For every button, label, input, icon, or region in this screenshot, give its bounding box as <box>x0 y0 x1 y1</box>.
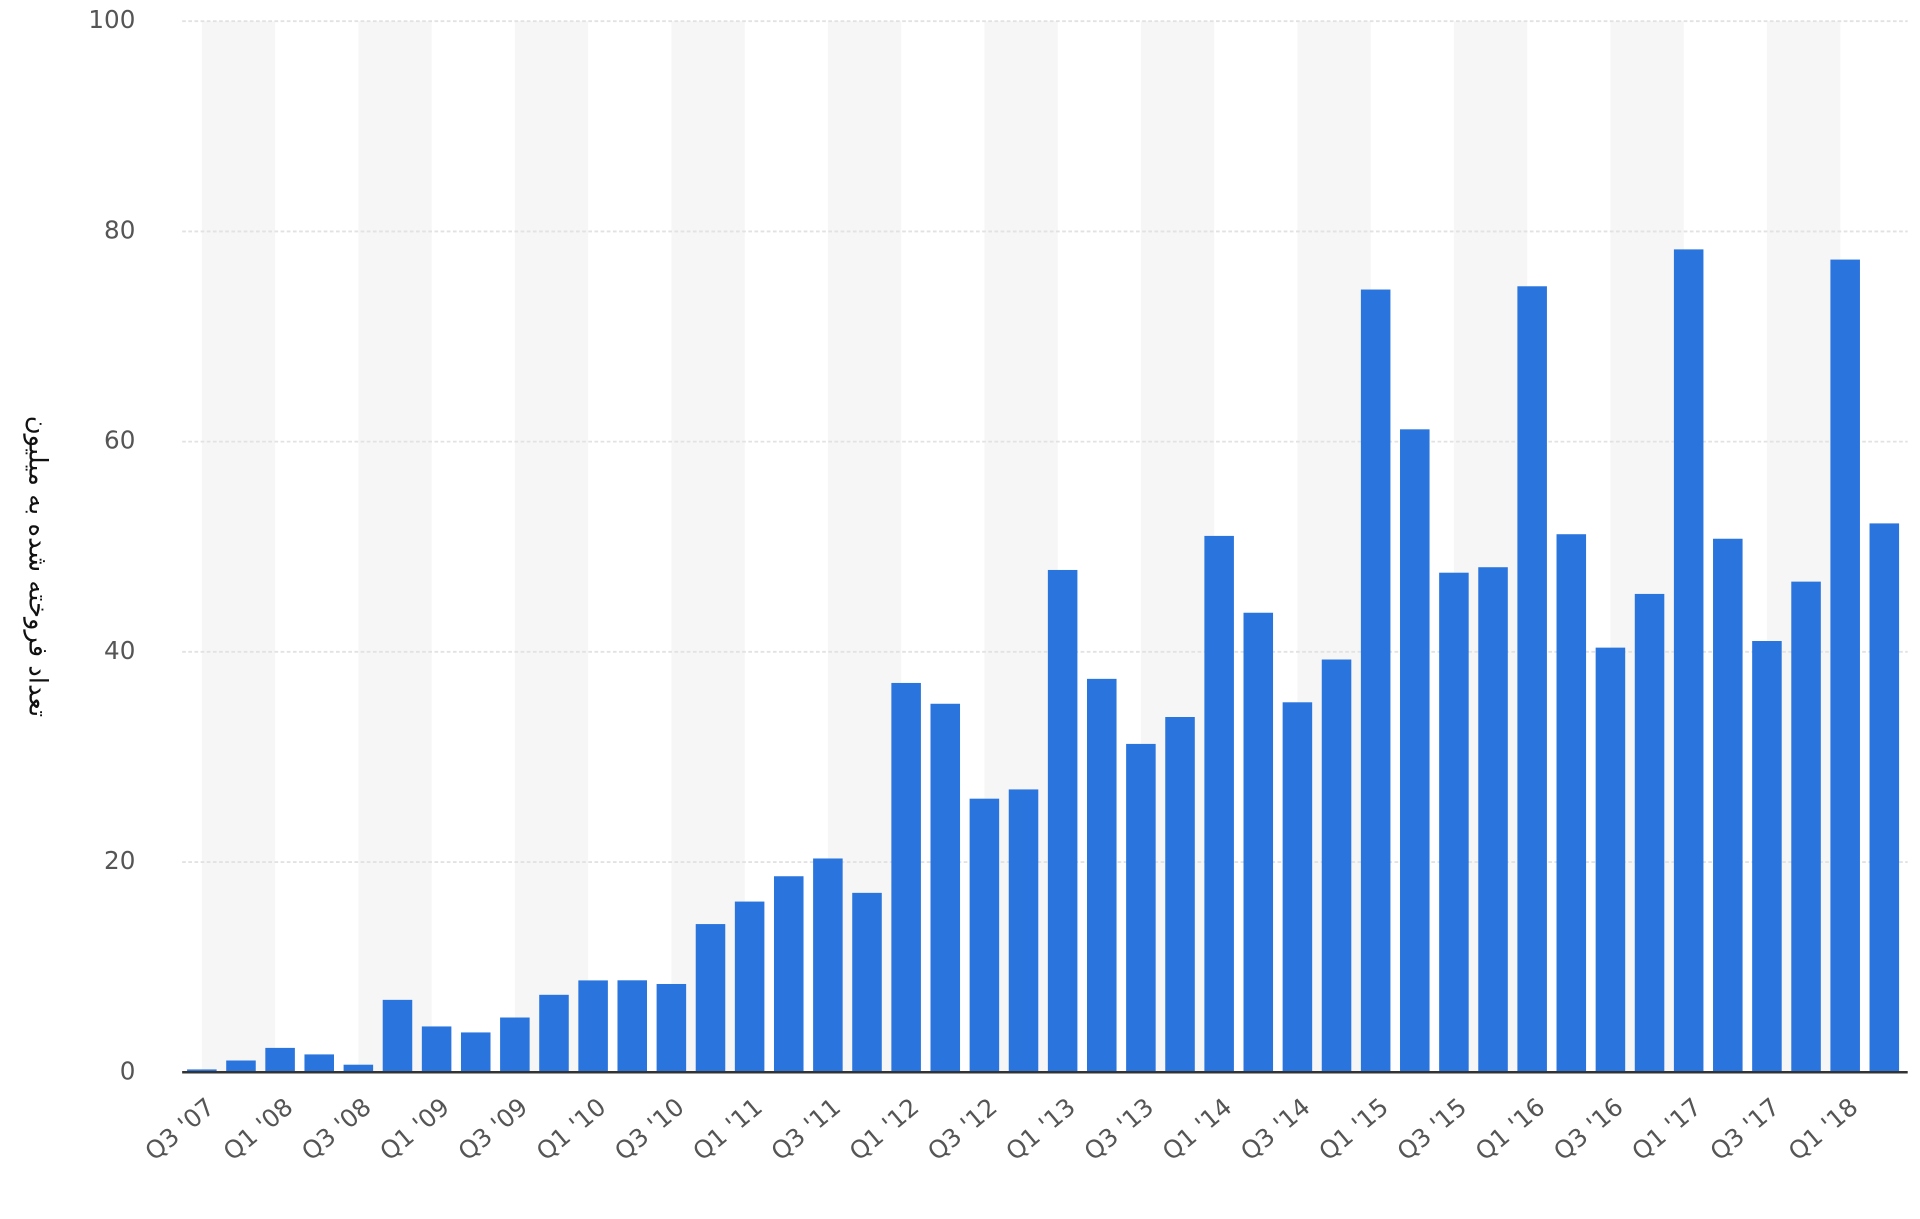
x-tick-label: Q1 '13 <box>1000 1092 1081 1166</box>
bar <box>656 983 687 1073</box>
y-tick-label: 60 <box>104 426 135 455</box>
bar <box>226 1060 256 1073</box>
background-stripe <box>358 21 432 1073</box>
bar <box>891 682 921 1073</box>
x-tick-label: Q3 '10 <box>609 1092 690 1166</box>
x-tick-label: Q1 '17 <box>1626 1092 1707 1166</box>
bar <box>1830 259 1860 1073</box>
bar <box>1869 523 1900 1073</box>
bar <box>500 1017 530 1073</box>
x-tick-label: Q1 '11 <box>687 1092 768 1166</box>
x-tick-label: Q1 '14 <box>1157 1092 1238 1166</box>
bar <box>1126 743 1156 1073</box>
bar <box>539 994 569 1073</box>
y-tick-label: 80 <box>104 215 135 244</box>
bar <box>1321 659 1352 1073</box>
x-tick-label: Q3 '15 <box>1391 1092 1472 1166</box>
bar <box>1713 538 1743 1073</box>
bar <box>382 999 413 1073</box>
bar <box>1360 289 1391 1073</box>
bar <box>1673 249 1704 1073</box>
bar <box>1752 641 1782 1073</box>
bar <box>1243 612 1274 1073</box>
bar <box>930 703 961 1073</box>
bar <box>1478 567 1508 1073</box>
bar <box>1165 717 1195 1073</box>
bar <box>187 1069 217 1073</box>
bar <box>460 1032 491 1073</box>
bar <box>1086 678 1117 1073</box>
x-tick-label: Q1 '10 <box>531 1092 612 1166</box>
background-stripe <box>514 21 589 1073</box>
x-tick-label: Q3 '17 <box>1704 1092 1785 1166</box>
bar <box>265 1047 295 1073</box>
x-tick-label: Q1 '12 <box>844 1092 925 1166</box>
x-tick-label: Q3 '14 <box>1235 1092 1316 1166</box>
bar <box>852 892 882 1073</box>
bar <box>813 858 843 1073</box>
bar <box>1400 429 1430 1073</box>
bar <box>578 980 608 1073</box>
y-axis-label: تعداد فروخته شده به میلیون <box>22 416 52 717</box>
bar <box>421 1026 452 1073</box>
bar <box>695 924 726 1073</box>
bar <box>343 1064 374 1073</box>
bar <box>1595 647 1626 1073</box>
bar <box>1204 535 1234 1073</box>
bar <box>773 876 804 1073</box>
bar <box>1517 286 1547 1073</box>
bar <box>1791 581 1821 1073</box>
bar <box>734 901 765 1073</box>
y-tick-label: 0 <box>120 1056 136 1085</box>
x-tick-label: Q3 '08 <box>296 1092 377 1166</box>
x-tick-label: Q1 '08 <box>218 1092 299 1166</box>
x-tick-label: Q1 '09 <box>374 1092 455 1166</box>
x-tick-label: Q1 '18 <box>1783 1092 1864 1166</box>
x-tick-label: Q3 '13 <box>1078 1092 1159 1166</box>
x-tick-label: Q3 '09 <box>452 1092 533 1166</box>
x-tick-label: Q3 '12 <box>922 1092 1003 1166</box>
x-tick-label: Q3 '11 <box>765 1092 846 1166</box>
bar <box>969 798 1000 1073</box>
background-stripe <box>201 21 276 1073</box>
x-tick-label: Q3 '07 <box>139 1092 220 1166</box>
x-tick-label: Q1 '15 <box>1313 1092 1394 1166</box>
bar <box>1282 702 1313 1073</box>
y-tick-label: 40 <box>104 636 135 665</box>
bar <box>1008 789 1039 1073</box>
x-tick-label: Q3 '16 <box>1548 1092 1629 1166</box>
bar <box>1047 569 1078 1073</box>
bar <box>1634 593 1665 1073</box>
bar <box>1556 534 1587 1073</box>
bar <box>1439 572 1469 1073</box>
bar <box>617 980 648 1073</box>
y-tick-label: 100 <box>88 5 135 34</box>
background-stripe <box>671 21 745 1073</box>
x-tick-label: Q1 '16 <box>1470 1092 1551 1166</box>
bar <box>304 1054 334 1073</box>
y-tick-label: 20 <box>104 846 135 875</box>
